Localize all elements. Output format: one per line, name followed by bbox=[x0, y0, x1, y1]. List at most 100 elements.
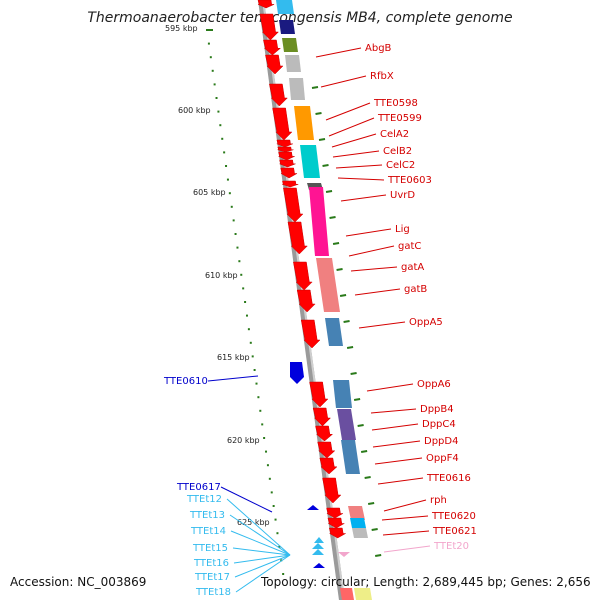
gene-arrow bbox=[276, 139, 293, 148]
gene-label: gatC bbox=[398, 241, 421, 252]
leader-line bbox=[372, 440, 421, 448]
leader-line bbox=[348, 245, 395, 257]
gene-label: TTE0617 bbox=[176, 482, 221, 493]
gene-label: CelA2 bbox=[380, 129, 409, 140]
tick-mark bbox=[322, 164, 329, 167]
tick-mark bbox=[364, 476, 371, 479]
gene-label: OppA6 bbox=[417, 379, 451, 390]
leader-line bbox=[234, 554, 291, 578]
gene-arrow bbox=[312, 407, 332, 427]
leader-line bbox=[383, 499, 427, 512]
tick-mark bbox=[357, 424, 364, 427]
gene-arrow bbox=[338, 552, 350, 557]
trna-label: TTEt20 bbox=[433, 541, 469, 552]
gene-arrow bbox=[322, 477, 342, 504]
gene-label: TTE0621 bbox=[432, 526, 477, 537]
leader-line bbox=[382, 530, 430, 536]
leader-line bbox=[345, 228, 392, 237]
tick-mark bbox=[315, 112, 322, 115]
trna-label: TTEt13 bbox=[189, 510, 225, 521]
page-title: Thermoanaerobacter tengcongensis MB4, co… bbox=[87, 10, 513, 26]
trna-label: TTEt15 bbox=[192, 543, 228, 554]
tick-mark bbox=[332, 242, 340, 245]
tick-mark bbox=[325, 190, 333, 193]
leader-line bbox=[370, 408, 417, 414]
leader-line bbox=[207, 375, 259, 382]
leader-line bbox=[377, 477, 424, 485]
leader-line bbox=[366, 383, 414, 392]
gene-arrow bbox=[313, 563, 325, 568]
gene-label-layer: AbgB RfbX TTE0598 TTE0599 CelA2 CelB2 CelC2 TTE… bbox=[163, 43, 477, 598]
gene-arrow bbox=[327, 517, 346, 529]
leader-line bbox=[337, 177, 385, 181]
gene-label: TTE0616 bbox=[426, 473, 471, 484]
tick-mark bbox=[360, 450, 368, 453]
leader-line bbox=[374, 457, 423, 465]
leader-line bbox=[229, 514, 291, 556]
tick-mark bbox=[311, 86, 319, 89]
gene-arrow bbox=[312, 543, 324, 549]
tick-mark bbox=[343, 320, 350, 323]
function-color-band bbox=[276, 0, 372, 600]
gene-arrow bbox=[328, 527, 347, 539]
leader-line bbox=[381, 515, 429, 521]
reverse-gene-arrows bbox=[290, 362, 350, 568]
trna-label: TTEt16 bbox=[193, 558, 229, 569]
kbp-label: 620 kbp bbox=[227, 436, 260, 445]
gene-label: AbgB bbox=[365, 43, 392, 54]
leader-line bbox=[230, 530, 291, 556]
leader-line bbox=[358, 321, 406, 329]
forward-gene-arrows bbox=[257, 0, 347, 539]
gene-arrow bbox=[307, 505, 319, 510]
gene-arrow bbox=[315, 425, 334, 442]
leader-line bbox=[320, 75, 367, 88]
leader-line bbox=[383, 545, 431, 553]
kbp-tick-ring bbox=[206, 29, 382, 575]
gene-label: TTE0620 bbox=[431, 511, 476, 522]
trna-label: TTEt18 bbox=[195, 587, 231, 598]
leader-line bbox=[331, 133, 377, 148]
tick-mark bbox=[329, 216, 336, 219]
gene-label: DppB4 bbox=[420, 404, 454, 415]
gene-arrow bbox=[265, 54, 284, 75]
gene-arrow bbox=[317, 441, 336, 459]
gene-arrow bbox=[272, 107, 293, 141]
gene-arrow bbox=[312, 549, 324, 555]
kbp-label: 595 kbp bbox=[165, 24, 198, 33]
kbp-scale-labels: 595 kbp 600 kbp 605 kbp 610 kbp 615 kbp … bbox=[165, 24, 270, 527]
leader-line bbox=[315, 47, 362, 58]
leader-line bbox=[325, 102, 371, 121]
leader-line bbox=[235, 554, 291, 593]
leader-line bbox=[354, 288, 401, 296]
gene-label: DppD4 bbox=[424, 436, 458, 447]
gene-label: gatB bbox=[404, 284, 427, 295]
gene-arrow bbox=[259, 13, 280, 41]
gene-arrow bbox=[287, 221, 308, 255]
gene-label: OppF4 bbox=[426, 453, 459, 464]
gene-arrow bbox=[309, 381, 329, 408]
gene-label: TTE0599 bbox=[377, 113, 422, 124]
gene-label: gatA bbox=[401, 262, 424, 273]
leader-line bbox=[220, 486, 273, 513]
gene-arrow bbox=[269, 83, 288, 107]
gene-label: TTE0603 bbox=[387, 175, 432, 186]
gene-arrow bbox=[325, 507, 344, 519]
leader-line bbox=[232, 547, 291, 556]
gene-label: TTE0610 bbox=[163, 376, 208, 387]
trna-label: TTEt14 bbox=[190, 526, 226, 537]
gene-arrow bbox=[290, 362, 304, 384]
leader-line bbox=[332, 150, 380, 158]
gene-label: DppC4 bbox=[422, 419, 456, 430]
tick-mark bbox=[346, 346, 354, 349]
gene-label: CelC2 bbox=[386, 160, 415, 171]
gene-label: UvrD bbox=[390, 190, 415, 201]
kbp-label: 610 kbp bbox=[205, 271, 238, 280]
tick-mark bbox=[350, 372, 357, 375]
leader-line bbox=[233, 554, 291, 564]
leader-line bbox=[226, 498, 291, 556]
tick-mark bbox=[339, 294, 347, 297]
gene-arrow bbox=[257, 0, 275, 9]
kbp-label: 615 kbp bbox=[217, 353, 250, 362]
leader-line bbox=[335, 164, 383, 169]
